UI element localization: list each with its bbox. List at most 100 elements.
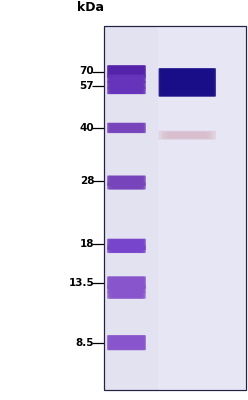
FancyBboxPatch shape [113,278,140,287]
FancyBboxPatch shape [110,66,143,77]
FancyBboxPatch shape [107,183,146,190]
FancyBboxPatch shape [108,183,145,189]
FancyBboxPatch shape [168,74,206,91]
FancyBboxPatch shape [114,286,139,292]
FancyBboxPatch shape [108,285,145,293]
Text: 57: 57 [80,81,94,91]
FancyBboxPatch shape [109,82,144,88]
FancyBboxPatch shape [113,293,140,298]
FancyBboxPatch shape [113,82,140,88]
FancyBboxPatch shape [109,336,144,349]
FancyBboxPatch shape [164,71,211,94]
FancyBboxPatch shape [108,239,145,250]
FancyBboxPatch shape [108,176,145,186]
Bar [158,26,246,390]
FancyBboxPatch shape [107,75,146,83]
FancyBboxPatch shape [109,183,144,189]
FancyBboxPatch shape [108,82,145,88]
FancyBboxPatch shape [108,88,145,94]
FancyBboxPatch shape [107,123,146,133]
FancyBboxPatch shape [114,338,139,347]
FancyBboxPatch shape [113,67,140,76]
Text: 8.5: 8.5 [76,338,94,348]
FancyBboxPatch shape [107,239,146,250]
FancyBboxPatch shape [107,276,146,289]
FancyBboxPatch shape [114,68,139,76]
FancyBboxPatch shape [108,75,145,83]
FancyBboxPatch shape [108,123,145,133]
Text: 28: 28 [80,176,94,186]
Text: 40: 40 [80,123,94,133]
FancyBboxPatch shape [109,277,144,288]
FancyBboxPatch shape [107,285,146,293]
FancyBboxPatch shape [114,82,139,88]
FancyBboxPatch shape [160,69,215,96]
FancyBboxPatch shape [112,293,141,298]
FancyBboxPatch shape [107,65,146,78]
Bar [104,26,246,390]
FancyBboxPatch shape [110,336,143,349]
FancyBboxPatch shape [112,82,141,88]
FancyBboxPatch shape [114,88,139,93]
FancyBboxPatch shape [112,278,141,287]
Text: 18: 18 [80,239,94,250]
FancyBboxPatch shape [112,88,141,94]
FancyBboxPatch shape [112,67,141,76]
FancyBboxPatch shape [110,82,143,88]
FancyBboxPatch shape [114,177,139,184]
FancyBboxPatch shape [113,76,140,82]
FancyBboxPatch shape [113,124,140,132]
FancyBboxPatch shape [109,123,144,132]
FancyBboxPatch shape [107,88,146,94]
FancyBboxPatch shape [162,70,213,95]
FancyBboxPatch shape [159,131,216,140]
FancyBboxPatch shape [112,177,141,185]
FancyBboxPatch shape [114,124,139,131]
FancyBboxPatch shape [110,285,143,292]
FancyBboxPatch shape [161,70,214,96]
FancyBboxPatch shape [109,285,144,292]
FancyBboxPatch shape [110,278,143,288]
FancyBboxPatch shape [112,124,141,132]
Text: 70: 70 [80,66,94,76]
FancyBboxPatch shape [110,75,143,82]
FancyBboxPatch shape [108,246,145,253]
FancyBboxPatch shape [109,75,144,82]
FancyBboxPatch shape [112,286,141,292]
FancyBboxPatch shape [107,176,146,186]
FancyBboxPatch shape [113,177,140,184]
FancyBboxPatch shape [159,68,216,97]
FancyBboxPatch shape [114,279,139,287]
FancyBboxPatch shape [107,245,146,253]
FancyBboxPatch shape [113,246,140,252]
FancyBboxPatch shape [113,286,140,292]
FancyBboxPatch shape [114,76,139,82]
FancyBboxPatch shape [109,66,144,77]
FancyBboxPatch shape [110,124,143,132]
FancyBboxPatch shape [110,240,143,249]
FancyBboxPatch shape [112,76,141,82]
FancyBboxPatch shape [110,246,143,252]
FancyBboxPatch shape [108,292,145,298]
FancyBboxPatch shape [109,239,144,250]
FancyBboxPatch shape [114,184,139,188]
Text: kDa: kDa [77,1,104,14]
FancyBboxPatch shape [110,292,143,298]
FancyBboxPatch shape [107,292,146,299]
FancyBboxPatch shape [112,240,141,249]
Text: 13.5: 13.5 [68,278,94,288]
FancyBboxPatch shape [110,88,143,94]
FancyBboxPatch shape [167,73,207,92]
FancyBboxPatch shape [110,183,143,189]
FancyBboxPatch shape [109,246,144,253]
FancyBboxPatch shape [113,88,140,93]
FancyBboxPatch shape [110,176,143,185]
FancyBboxPatch shape [166,73,208,92]
FancyBboxPatch shape [162,131,213,139]
FancyBboxPatch shape [113,240,140,248]
FancyBboxPatch shape [108,277,145,288]
FancyBboxPatch shape [112,184,141,189]
FancyBboxPatch shape [107,81,146,89]
FancyBboxPatch shape [114,241,139,248]
FancyBboxPatch shape [109,176,144,185]
